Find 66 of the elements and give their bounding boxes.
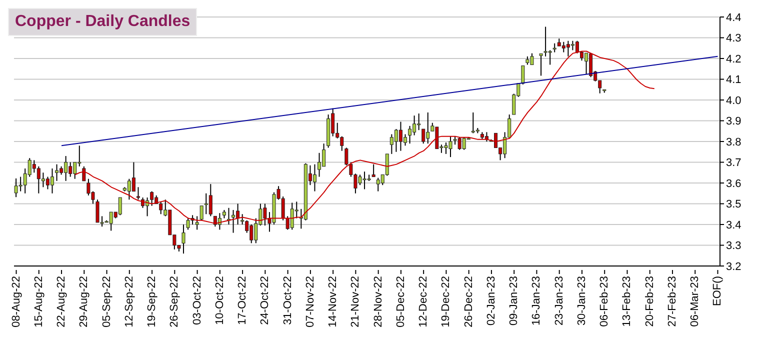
y-tick-label: 4.0 <box>726 94 742 107</box>
candlestick <box>344 147 348 166</box>
candlestick <box>132 162 136 192</box>
x-tick-label: 08-Aug-22 <box>10 276 22 328</box>
candlestick <box>200 205 204 221</box>
x-tick-label: 19-Sep-22 <box>146 276 158 328</box>
candlestick <box>195 216 199 230</box>
x-tick-label: 27-Feb-23 <box>666 276 678 327</box>
y-tick-label: 3.9 <box>726 116 742 128</box>
chart-title: Copper - Daily Candles <box>8 8 198 36</box>
y-tick-label: 3.7 <box>726 157 742 170</box>
y-tick-label: 3.4 <box>726 219 742 232</box>
candlestick <box>539 53 543 76</box>
candlestick <box>408 125 412 144</box>
x-tick-label: 28-Nov-22 <box>372 276 384 328</box>
x-tick-label: 10-Oct-22 <box>214 276 226 325</box>
x-tick-label: 22-Aug-22 <box>56 276 68 328</box>
candlestick <box>318 152 322 178</box>
y-tick-label: 4.1 <box>726 74 742 86</box>
x-tick-label: 17-Oct-22 <box>236 276 249 325</box>
x-tick-label: 20-Feb-23 <box>644 276 656 327</box>
candlestick <box>208 184 212 217</box>
candlestick <box>521 65 525 85</box>
candlestick <box>150 190 154 206</box>
y-tick-label: 4.3 <box>726 32 742 45</box>
x-tick-label: 16-Jan-23 <box>530 276 543 326</box>
candlestick <box>55 164 59 182</box>
x-tick-label: 31-Oct-22 <box>282 276 294 325</box>
candlestick <box>82 166 86 182</box>
x-tick-label: 05-Sep-22 <box>100 276 113 328</box>
x-tick-label: 26-Sep-22 <box>168 276 181 328</box>
x-tick-label: 24-Oct-22 <box>259 276 272 325</box>
candlestick <box>312 164 316 192</box>
candlestick <box>136 186 140 200</box>
x-tick-label: 06-Mar-23 <box>689 276 702 327</box>
x-tick-label: 12-Dec-22 <box>418 276 430 328</box>
candlestick <box>182 224 186 254</box>
x-tick-label: 12-Sep-22 <box>123 276 136 328</box>
x-tick-label: 30-Jan-23 <box>576 276 588 326</box>
y-tick-label: 3.3 <box>726 240 742 252</box>
y-tick-label: 3.2 <box>726 260 742 273</box>
x-tick-label: 06-Feb-23 <box>598 276 611 327</box>
x-tick-label: 29-Aug-22 <box>78 276 90 328</box>
x-tick-label: 07-Nov-22 <box>304 276 316 328</box>
y-tick-label: 4.2 <box>726 53 742 66</box>
x-tick-label: 19-Dec-22 <box>440 276 452 328</box>
x-tick-label: 23-Jan-23 <box>553 276 566 326</box>
x-tick-label: 02-Jan-23 <box>485 276 498 326</box>
candlestick <box>422 128 426 144</box>
x-tick-label: 15-Aug-22 <box>32 276 45 328</box>
x-tick-label: 05-Dec-22 <box>394 276 407 328</box>
x-tick-label: 13-Feb-23 <box>621 276 634 327</box>
y-tick-label: 4.4 <box>726 12 742 24</box>
y-tick-label: 3.8 <box>726 136 742 148</box>
y-tick-label: 3.5 <box>726 198 742 211</box>
candlestick <box>218 212 222 230</box>
x-tick-label: 14-Nov-22 <box>327 276 340 328</box>
y-tick-label: 3.6 <box>726 178 742 190</box>
x-tick-label: 09-Jan-23 <box>508 276 520 326</box>
candlestick <box>118 197 122 216</box>
candlestick <box>372 164 376 178</box>
x-tick-label: 21-Nov-22 <box>350 276 362 328</box>
x-tick-label: EOF() <box>712 276 724 306</box>
x-tick-label: 03-Oct-22 <box>191 276 204 325</box>
x-tick-label: 26-Dec-22 <box>462 276 475 328</box>
candlestick <box>232 209 236 234</box>
